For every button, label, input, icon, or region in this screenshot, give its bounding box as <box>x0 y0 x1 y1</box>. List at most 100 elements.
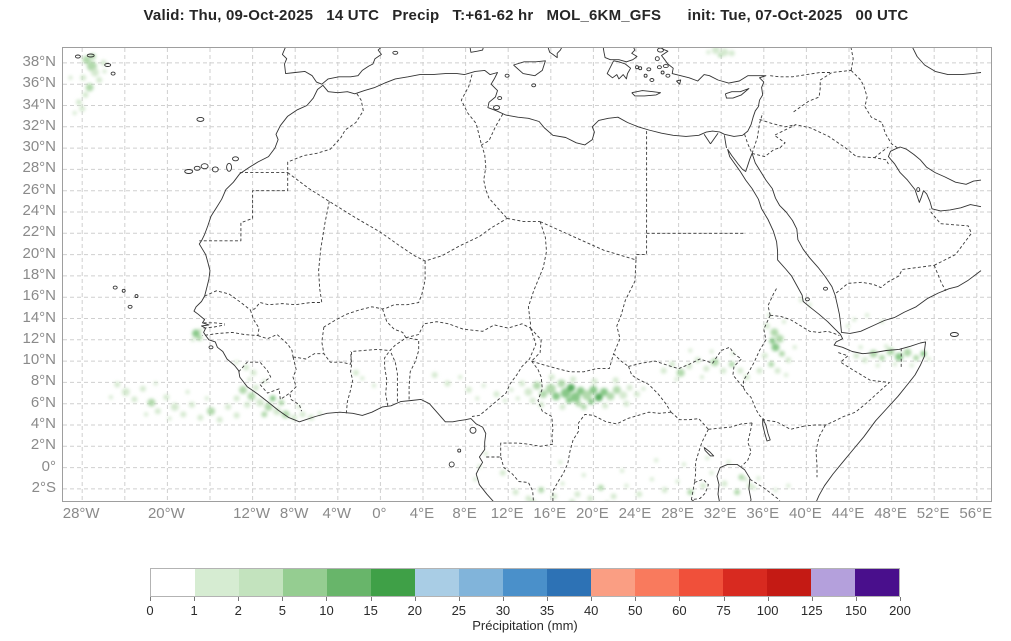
lat-tick-label: 20°N <box>22 244 56 262</box>
colorbar-segments <box>150 568 900 597</box>
colorbar-segment <box>503 569 547 596</box>
colorbar-tick-value: 150 <box>845 603 867 618</box>
colorbar-tick-value: 100 <box>756 603 779 618</box>
lon-tick-label: 16°E <box>533 505 567 522</box>
lon-tick-label: 12°W <box>233 505 270 522</box>
colorbar-tick-value: 2 <box>234 603 242 618</box>
colorbar-segment <box>635 569 679 596</box>
lat-tick-label: 18°N <box>22 265 56 283</box>
lat-tick-label: 8°N <box>30 372 56 390</box>
lat-tick-label: 36°N <box>22 74 56 92</box>
lon-tick-label: 40°E <box>789 505 822 522</box>
colorbar-tickmark <box>194 597 196 601</box>
colorbar-tick-value: 1 <box>190 603 198 618</box>
colorbar-tick-value: 20 <box>407 603 422 618</box>
colorbar-segment <box>239 569 283 596</box>
lat-tick-label: 2°S <box>31 478 56 496</box>
lon-tick-label: 4°W <box>322 505 352 522</box>
colorbar-tick-value: 50 <box>628 603 643 618</box>
colorbar-tick-value: 60 <box>672 603 687 618</box>
lon-tick-label: 20°W <box>147 505 185 522</box>
colorbar-segment <box>811 569 855 596</box>
colorbar-segment <box>415 569 459 596</box>
lon-tick-label: 8°W <box>279 505 309 522</box>
colorbar-segment <box>371 569 415 596</box>
lat-tick-label: 14°N <box>22 308 56 326</box>
lat-tick-label: 24°N <box>22 202 56 219</box>
lon-tick-label: 32°E <box>703 505 737 522</box>
colorbar-tick-value: 35 <box>539 603 555 618</box>
colorbar-segment <box>459 569 503 596</box>
colorbar-tickmark <box>723 597 725 601</box>
lon-tick-label: 52°E <box>916 505 950 522</box>
colorbar-segment <box>679 569 723 596</box>
colorbar-tickmark <box>414 597 416 601</box>
colorbar-tick-value: 25 <box>451 603 467 618</box>
lon-tick-label: 0° <box>372 505 387 522</box>
colorbar-tickmark <box>547 597 549 601</box>
colorbar-segment <box>283 569 327 596</box>
lat-tick-label: 30°N <box>22 138 56 156</box>
lat-tick-label: 16°N <box>22 287 56 305</box>
africa-precipitation-map <box>63 48 991 501</box>
lat-tick-label: 22°N <box>22 223 56 241</box>
colorbar-segment <box>195 569 239 596</box>
colorbar-segment <box>767 569 811 596</box>
colorbar-tick-value: 5 <box>278 603 286 618</box>
forecast-title: Valid: Thu, 09-Oct-2025 14 UTC Precip T:… <box>143 7 909 24</box>
colorbar-tickmark <box>502 597 504 601</box>
colorbar-segment <box>547 569 591 596</box>
precipitation-colorbar: 0 1 2 5 10 15 20 25 30 35 40 50 60 75 100 125 150 200 Pré… <box>146 568 911 633</box>
colorbar-segment <box>327 569 371 596</box>
colorbar-segment <box>855 569 899 596</box>
lon-tick-label: 12°E <box>490 505 524 522</box>
colorbar-tickmark <box>811 597 813 601</box>
colorbar-tickmark <box>767 597 769 601</box>
lon-tick-label: 8°E <box>452 505 477 522</box>
lon-tick-label: 28°W <box>62 505 100 522</box>
colorbar-tick-value: 10 <box>319 603 334 618</box>
lat-tick-label: 12°N <box>22 329 56 347</box>
colorbar-tickmark <box>900 597 901 601</box>
lat-tick-label: 4°N <box>30 415 56 432</box>
lat-tick-label: 28°N <box>22 159 56 177</box>
lon-tick-label: 56°E <box>959 505 993 522</box>
colorbar-segment <box>591 569 635 596</box>
colorbar-tick-value: 75 <box>716 603 731 618</box>
colorbar-tickmark <box>679 597 681 601</box>
lat-tick-label: 6°N <box>30 393 56 411</box>
lon-tick-label: 24°E <box>618 505 652 522</box>
lat-tick-label: 34°N <box>22 95 56 113</box>
colorbar-tick-value: 30 <box>495 603 511 618</box>
lat-tick-label: 2°N <box>30 436 56 454</box>
colorbar-tickmark <box>370 597 372 601</box>
lat-tick-label: 26°N <box>22 180 56 198</box>
colorbar-tick-value: 200 <box>889 603 911 618</box>
colorbar-tickmark <box>238 597 240 601</box>
colorbar-segment <box>151 569 195 596</box>
lon-tick-label: 44°E <box>831 505 865 522</box>
colorbar-tick-value: 40 <box>583 603 599 618</box>
colorbar-label: Précipitation (mm) <box>472 618 578 633</box>
colorbar-tickmark <box>282 597 284 601</box>
colorbar-tickmark <box>326 597 328 601</box>
lat-tick-label: 0° <box>41 457 56 475</box>
colorbar-tick-value: 125 <box>800 603 823 618</box>
lon-tick-label: 28°E <box>661 505 694 522</box>
lon-tick-label: 4°E <box>409 505 435 522</box>
lat-tick-label: 10°N <box>22 351 56 369</box>
colorbar-tick-value: 15 <box>363 603 378 618</box>
colorbar-tick-value: 0 <box>146 603 154 618</box>
lon-tick-label: 36°E <box>746 505 780 522</box>
lon-tick-label: 20°E <box>576 505 609 522</box>
lon-tick-label: 48°E <box>874 505 907 522</box>
colorbar-tickmark <box>150 597 151 601</box>
colorbar-segment <box>723 569 767 596</box>
colorbar-tickmark <box>458 597 460 601</box>
map-canvas <box>62 47 992 502</box>
colorbar-tickmark <box>855 597 857 601</box>
colorbar-tickmark <box>591 597 593 601</box>
colorbar-ticks: 0 1 2 5 10 15 20 25 30 35 40 50 60 75 100 125 150 200 <box>146 568 911 632</box>
lat-tick-label: 32°N <box>22 116 56 134</box>
